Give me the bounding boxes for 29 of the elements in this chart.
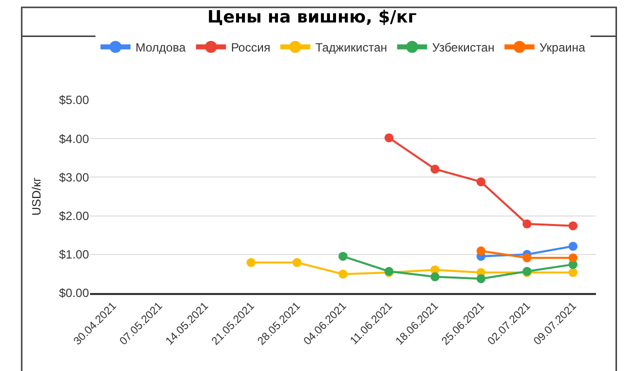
legend-label: Узбекистан [432, 40, 494, 55]
point [338, 252, 348, 261]
point [476, 246, 486, 256]
point [292, 258, 302, 268]
point [476, 177, 486, 186]
point [476, 274, 486, 284]
chart-title: Цены на вишню, $/кг [207, 8, 417, 28]
point [522, 253, 532, 262]
point [568, 242, 578, 251]
y-tick-label: $3.00 [58, 170, 90, 184]
legend-label: Украина [539, 40, 586, 55]
point [246, 258, 256, 268]
point [430, 272, 440, 282]
point [568, 268, 578, 278]
y-axis-title: USD/кг [29, 176, 44, 216]
y-tick-label: $5.00 [58, 93, 90, 108]
legend-label: Таджикистан [315, 40, 388, 55]
legend-label: Россия [230, 40, 270, 55]
y-tick-label: $0.00 [58, 286, 90, 300]
point [430, 164, 440, 174]
point [568, 221, 578, 230]
point [338, 270, 348, 279]
y-tick-label: $2.00 [58, 209, 90, 223]
point [522, 219, 532, 228]
y-tick-label: $4.00 [58, 132, 90, 146]
legend-label: Молдова [136, 40, 186, 55]
y-tick-label: $1.00 [58, 248, 90, 262]
point [568, 253, 578, 262]
point [384, 133, 394, 142]
